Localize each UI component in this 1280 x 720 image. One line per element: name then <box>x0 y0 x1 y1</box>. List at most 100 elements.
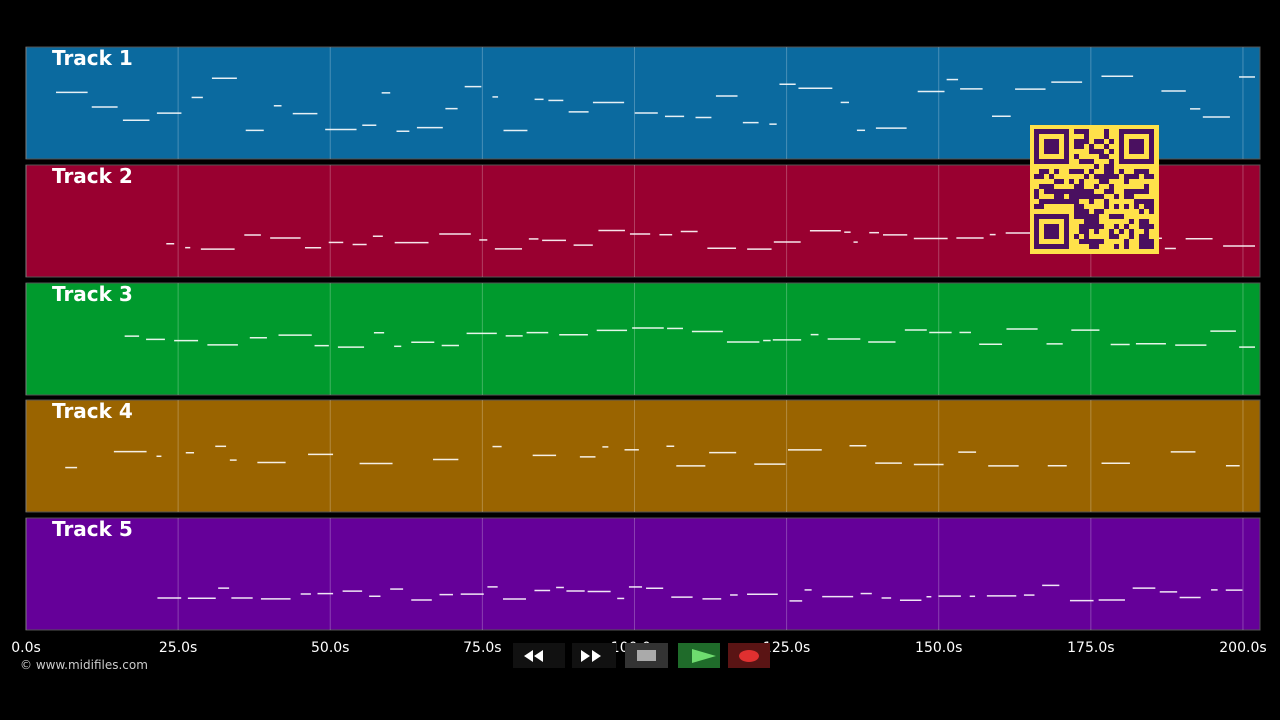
qr-finder <box>1044 224 1059 239</box>
qr-cell <box>1074 139 1079 144</box>
qr-cell <box>1124 239 1129 244</box>
qr-cell <box>1124 224 1129 229</box>
qr-cell <box>1149 224 1154 229</box>
track-name: Track 1 <box>52 46 133 70</box>
qr-cell <box>1034 174 1039 179</box>
qr-cell <box>1044 189 1049 194</box>
qr-cell <box>1074 209 1079 214</box>
qr-cell <box>1074 144 1079 149</box>
qr-cell <box>1054 194 1059 199</box>
qr-cell <box>1084 174 1089 179</box>
qr-cell <box>1039 184 1044 189</box>
qr-cell <box>1129 219 1134 224</box>
qr-cell <box>1084 129 1089 134</box>
qr-cell <box>1139 239 1144 244</box>
qr-cell <box>1094 174 1099 179</box>
qr-cell <box>1104 199 1109 204</box>
qr-cell <box>1089 239 1094 244</box>
qr-code <box>1030 125 1159 254</box>
qr-cell <box>1049 189 1054 194</box>
notes <box>56 75 1255 134</box>
qr-cell <box>1079 184 1084 189</box>
qr-cell <box>1094 229 1099 234</box>
qr-cell <box>1034 189 1039 194</box>
qr-cell <box>1094 194 1099 199</box>
notes <box>157 584 1243 602</box>
qr-cell <box>1139 189 1144 194</box>
qr-cell <box>1039 199 1044 204</box>
qr-cell <box>1089 214 1094 219</box>
qr-cell <box>1114 204 1119 209</box>
qr-cell <box>1109 159 1114 164</box>
qr-cell <box>1089 159 1094 164</box>
qr-cell <box>1079 194 1084 199</box>
qr-cell <box>1134 169 1139 174</box>
qr-cell <box>1089 189 1094 194</box>
qr-cell <box>1094 219 1099 224</box>
qr-cell <box>1109 189 1114 194</box>
x-tick-label: 0.0s <box>11 640 41 656</box>
controls <box>513 643 770 668</box>
qr-cell <box>1054 189 1059 194</box>
qr-cell <box>1114 244 1119 249</box>
qr-cell <box>1139 199 1144 204</box>
qr-cell <box>1119 169 1124 174</box>
x-tick-label: 175.0s <box>1067 640 1114 656</box>
x-tick-label: 150.0s <box>915 640 962 656</box>
qr-cell <box>1144 239 1149 244</box>
track-name: Track 3 <box>52 282 133 306</box>
tracks: Track 1 Track 2 Track 3 Track 4 Track 5 <box>25 46 1261 631</box>
qr-cell <box>1074 184 1079 189</box>
qr-cell <box>1059 179 1064 184</box>
qr-cell <box>1094 244 1099 249</box>
qr-cell <box>1114 174 1119 179</box>
play-button[interactable] <box>678 643 720 668</box>
qr-cell <box>1079 139 1084 144</box>
qr-cell <box>1059 189 1064 194</box>
qr-cell <box>1139 244 1144 249</box>
qr-cell <box>1104 134 1109 139</box>
qr-cell <box>1104 169 1109 174</box>
qr-cell <box>1104 204 1109 209</box>
track-name: Track 5 <box>52 517 133 541</box>
qr-cell <box>1099 239 1104 244</box>
qr-cell <box>1079 144 1084 149</box>
qr-cell <box>1094 149 1099 154</box>
qr-cell <box>1049 199 1054 204</box>
qr-cell <box>1044 184 1049 189</box>
qr-cell <box>1074 234 1079 239</box>
record-button[interactable] <box>728 643 770 668</box>
qr-cell <box>1104 189 1109 194</box>
qr-cell <box>1104 129 1109 134</box>
qr-cell <box>1054 179 1059 184</box>
qr-cell <box>1104 179 1109 184</box>
qr-cell <box>1074 169 1079 174</box>
qr-cell <box>1074 199 1079 204</box>
qr-cell <box>1124 194 1129 199</box>
qr-cell <box>1034 194 1039 199</box>
qr-cell <box>1144 244 1149 249</box>
notes <box>166 229 1255 251</box>
qr-cell <box>1134 199 1139 204</box>
qr-cell <box>1074 189 1079 194</box>
rewind-button[interactable] <box>513 643 565 668</box>
qr-cell <box>1104 164 1109 169</box>
qr-cell <box>1049 184 1054 189</box>
stop-button[interactable] <box>625 643 668 668</box>
qr-cell <box>1139 224 1144 229</box>
x-tick-label: 75.0s <box>463 640 501 656</box>
qr-cell <box>1094 139 1099 144</box>
qr-cell <box>1094 184 1099 189</box>
qr-cell <box>1089 244 1094 249</box>
qr-cell <box>1144 174 1149 179</box>
fast-forward-button[interactable] <box>572 643 616 668</box>
qr-cell <box>1104 154 1109 159</box>
qr-cell <box>1084 214 1089 219</box>
qr-cell <box>1074 214 1079 219</box>
qr-cell <box>1079 129 1084 134</box>
qr-cell <box>1109 214 1114 219</box>
qr-finder <box>1044 139 1059 154</box>
qr-cell <box>1089 194 1094 199</box>
qr-cell <box>1084 219 1089 224</box>
qr-cell <box>1124 179 1129 184</box>
